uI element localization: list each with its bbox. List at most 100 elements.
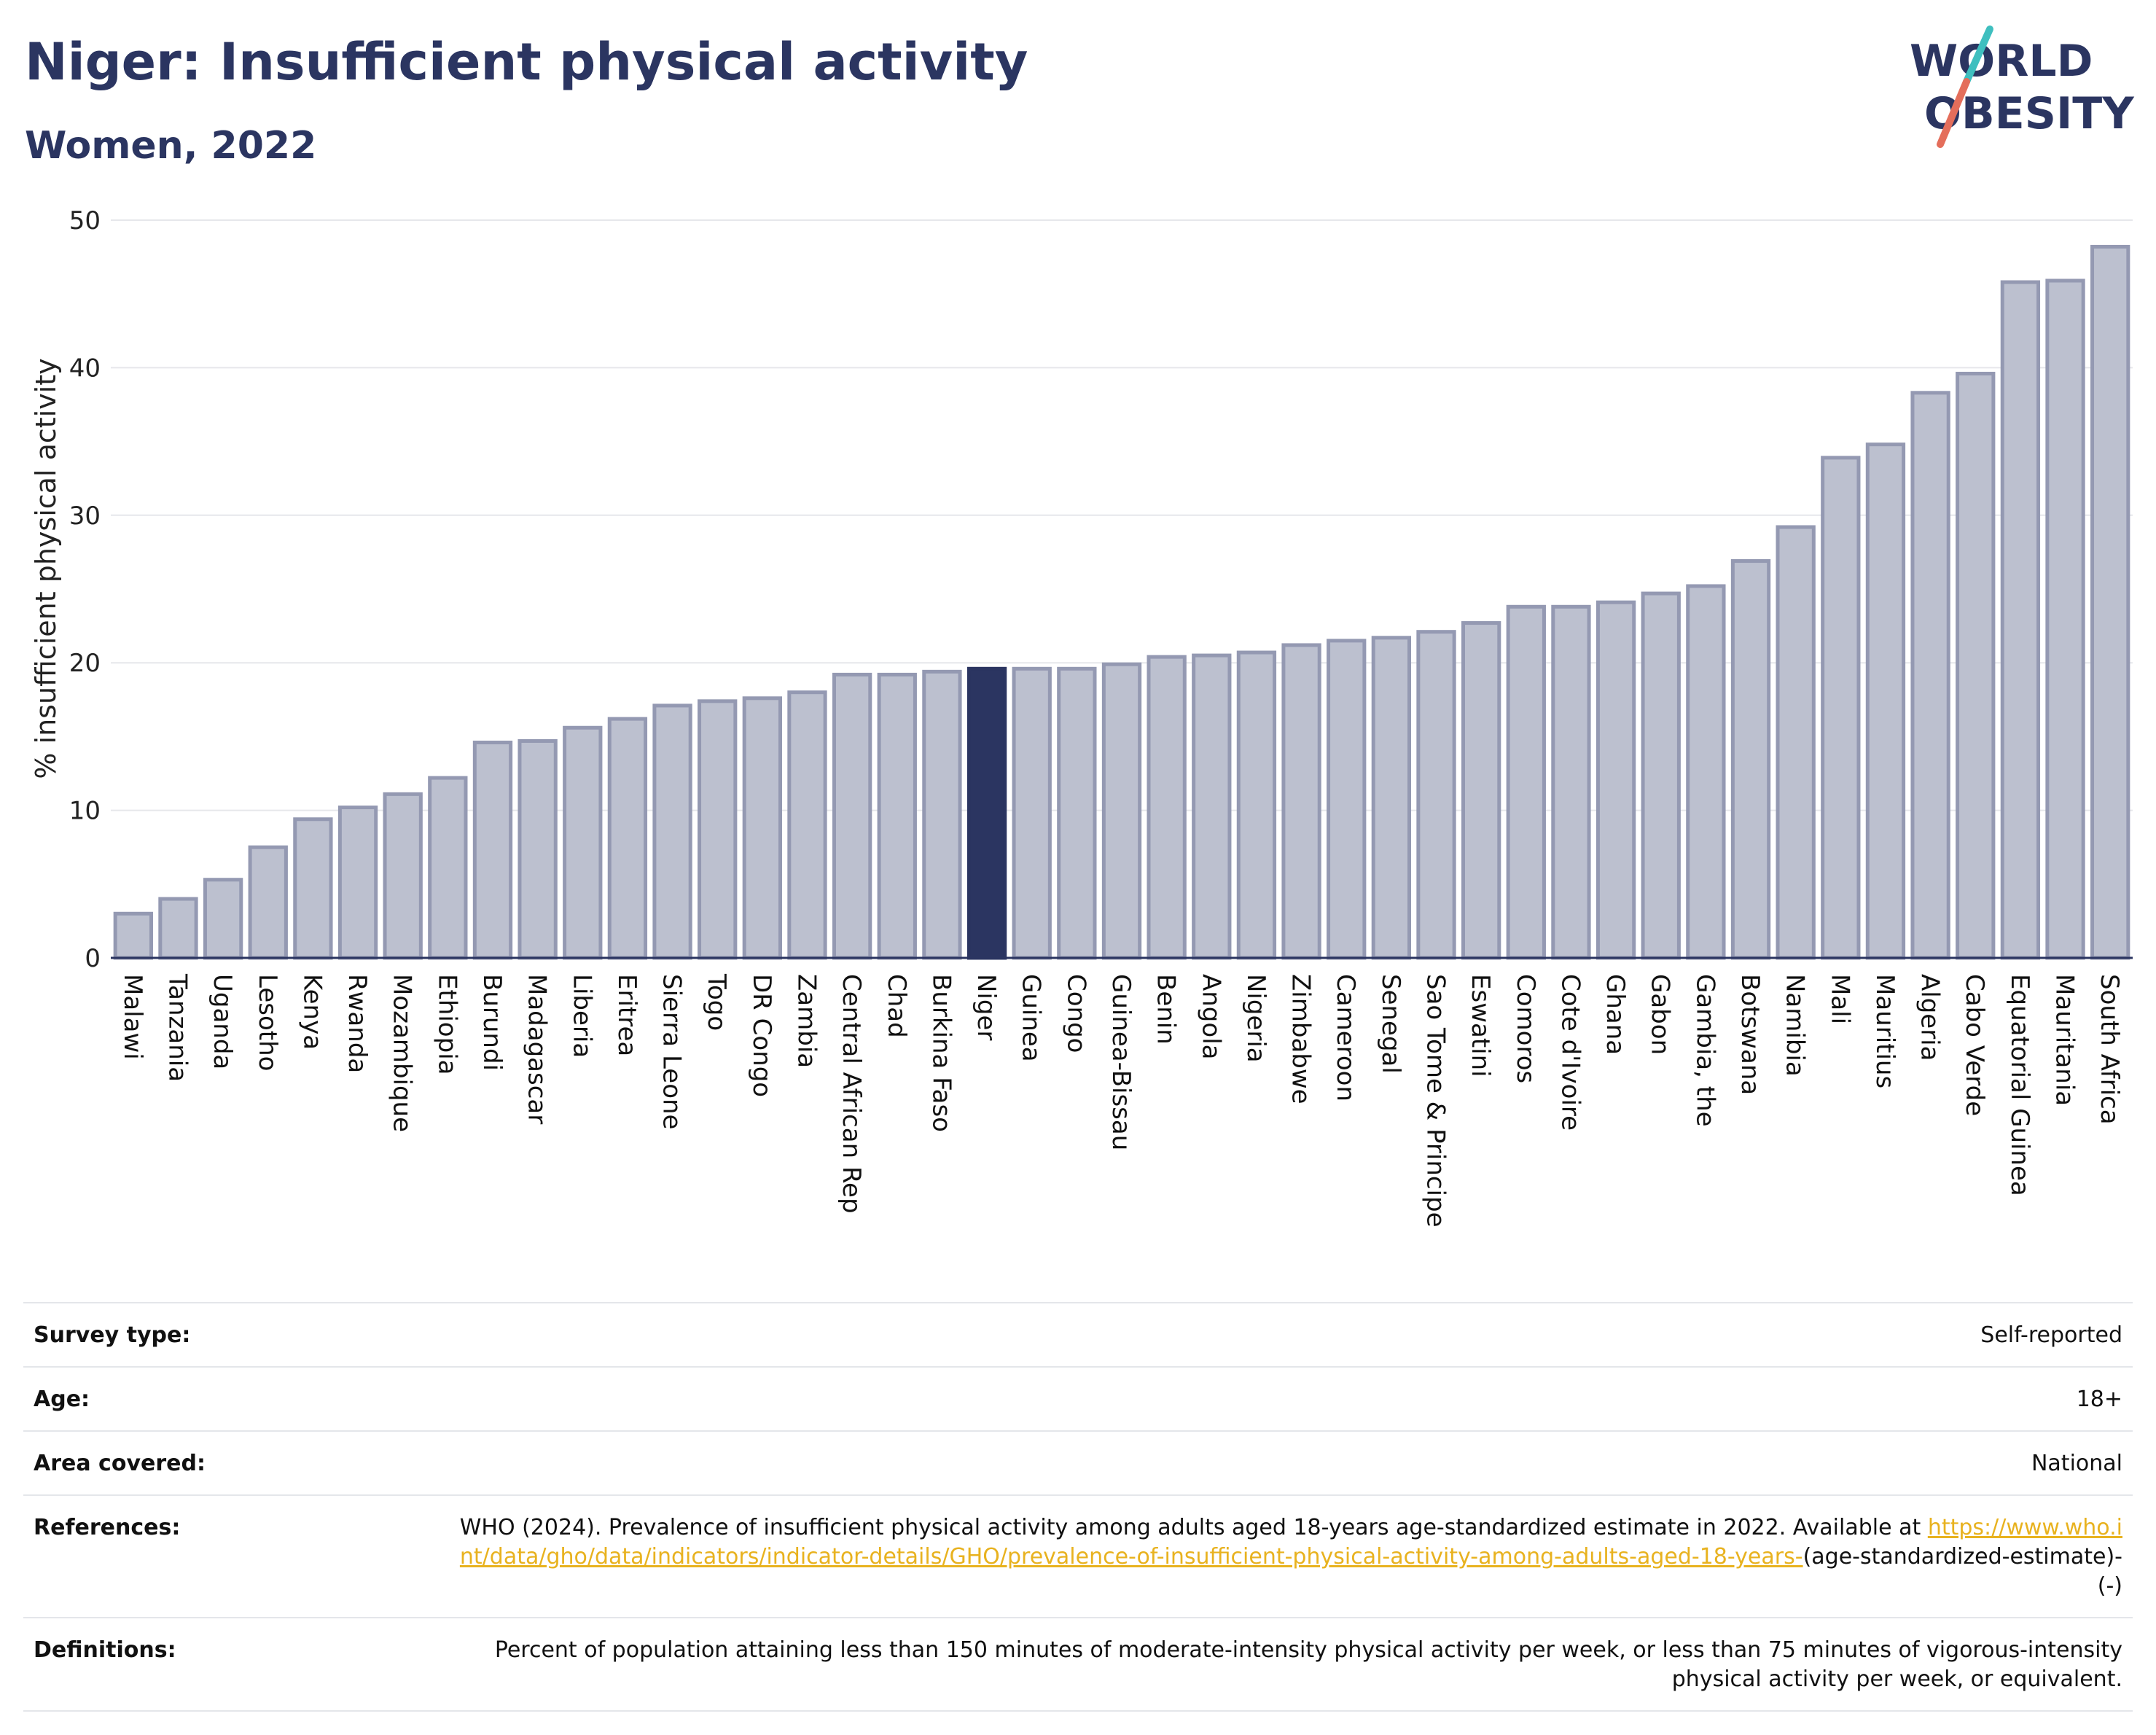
x-tick-label: Cameroon xyxy=(1331,974,1360,1102)
x-tick-label: Burundi xyxy=(477,974,507,1071)
bar-niger xyxy=(966,666,1007,960)
bar-senegal xyxy=(1371,636,1412,960)
area-covered-label: Area covered: xyxy=(34,1451,206,1476)
x-tick-label: Uganda xyxy=(208,974,237,1069)
x-tick-label: Rwanda xyxy=(343,974,372,1073)
bar-mozambique xyxy=(383,792,423,960)
bar-rwanda xyxy=(337,806,378,960)
x-tick-label: Benin xyxy=(1152,974,1181,1045)
x-tick-label: Mali xyxy=(1825,974,1854,1024)
x-tick-label: DR Congo xyxy=(747,974,776,1097)
x-tick-label: Nigeria xyxy=(1241,974,1270,1063)
info-row-definitions: Definitions: Percent of population attai… xyxy=(23,1618,2133,1712)
bar-madagascar xyxy=(517,738,558,960)
bar-burundi xyxy=(472,740,513,960)
x-tick-label: Central African Rep xyxy=(837,974,866,1214)
age-label: Age: xyxy=(34,1387,90,1412)
page-title: Niger: Insufficient physical activity xyxy=(25,32,1028,92)
bar-ghana xyxy=(1595,600,1636,960)
x-tick-label: Sao Tome & Principe xyxy=(1421,974,1450,1228)
bar-mauritius xyxy=(1865,442,1906,960)
bar-togo xyxy=(698,699,738,960)
bar-burkina-faso xyxy=(922,669,962,960)
bar-nigeria xyxy=(1236,650,1277,960)
bar-benin xyxy=(1147,655,1187,960)
x-tick-label: Zambia xyxy=(792,974,821,1068)
references-value: WHO (2024). Prevalence of insufficient p… xyxy=(446,1513,2122,1601)
bar-eritrea xyxy=(607,717,648,960)
x-tick-label: Namibia xyxy=(1781,974,1810,1077)
references-label: References: xyxy=(34,1515,181,1540)
survey-type-value: Self-reported xyxy=(1980,1322,2122,1348)
area-covered-value: National xyxy=(2031,1451,2122,1476)
bar-chad xyxy=(877,672,917,960)
y-tick-label: 40 xyxy=(69,354,101,383)
bar-lesotho xyxy=(248,845,288,960)
y-axis-title: % insufficient physical activity xyxy=(30,358,62,779)
info-row-age: Age: 18+ xyxy=(23,1368,2133,1432)
x-tick-label: Gambia, the xyxy=(1690,974,1719,1127)
x-tick-label: Senegal xyxy=(1376,974,1405,1074)
x-tick-label: Mauritius xyxy=(1870,974,1899,1088)
bar-malawi xyxy=(113,911,153,960)
references-link[interactable]: https://www.who.int/data/gho/data/indica… xyxy=(459,1515,2122,1570)
world-obesity-logo: WORLD OBESITY xyxy=(1910,26,2135,148)
x-tick-label: Botswana xyxy=(1735,974,1765,1095)
references-text: WHO (2024). Prevalence of insufficient p… xyxy=(459,1515,1921,1540)
x-tick-label: Congo xyxy=(1061,974,1090,1053)
x-tick-label: Tanzania xyxy=(163,973,192,1082)
bar-cameroon xyxy=(1327,639,1367,960)
bar-gambia-the xyxy=(1686,584,1726,960)
bar-tanzania xyxy=(158,897,198,960)
x-tick-label: Guinea-Bissau xyxy=(1106,974,1136,1150)
x-tick-label: Niger xyxy=(972,974,1001,1040)
bar-equatorial-guinea xyxy=(2000,280,2041,960)
info-row-area-covered: Area covered: National xyxy=(23,1432,2133,1496)
x-tick-label: Cote d'Ivoire xyxy=(1555,974,1585,1131)
x-tick-label: Eritrea xyxy=(612,974,641,1056)
info-row-references: References: WHO (2024). Prevalence of in… xyxy=(23,1496,2133,1618)
y-tick-label: 0 xyxy=(85,944,101,973)
bar-dr-congo xyxy=(742,696,783,960)
bar-comoros xyxy=(1506,604,1546,960)
y-tick-label: 50 xyxy=(69,206,101,235)
bar-algeria xyxy=(1910,391,1950,960)
x-tick-label: Malawi xyxy=(118,974,147,1060)
x-tick-label: Ghana xyxy=(1601,974,1630,1055)
info-table: Survey type: Self-reported Age: 18+ Area… xyxy=(23,1302,2133,1712)
x-tick-label: Togo xyxy=(702,973,731,1031)
bar-gabon xyxy=(1641,591,1681,960)
bar-south-africa xyxy=(2090,244,2130,960)
bar-congo xyxy=(1057,666,1097,960)
x-tick-label: Comoros xyxy=(1511,974,1540,1083)
bar-sierra-leone xyxy=(652,703,692,960)
x-tick-label: Angola xyxy=(1196,974,1225,1059)
bar-ethiopia xyxy=(428,776,468,960)
references-suffix: (age-standardized-estimate)-(-) xyxy=(1802,1544,2122,1599)
x-tick-label: Gabon xyxy=(1646,974,1675,1055)
x-tick-label: Sierra Leone xyxy=(657,974,687,1129)
logo-slash-bottom-icon xyxy=(1937,78,1970,148)
bar-mali xyxy=(1821,456,1861,960)
definitions-value: Percent of population attaining less tha… xyxy=(494,1637,2122,1692)
info-row-survey-type: Survey type: Self-reported xyxy=(23,1303,2133,1368)
x-tick-label: Mozambique xyxy=(388,974,417,1132)
bar-liberia xyxy=(563,725,603,960)
survey-type-label: Survey type: xyxy=(34,1322,191,1348)
x-tick-label: Equatorial Guinea xyxy=(2005,974,2034,1196)
bar-chart: 0 10 20 30 40 50 Malawi Tanzania Uganda Lesotho Ke… xyxy=(30,206,2133,1228)
x-tick-label: Cabo Verde xyxy=(1960,974,1989,1116)
bar-mauritania xyxy=(2045,278,2085,960)
x-tick-label: Guinea xyxy=(1017,974,1046,1062)
page-subtitle: Women, 2022 xyxy=(25,124,317,168)
x-tick-label: Chad xyxy=(882,974,911,1038)
bar-kenya xyxy=(293,817,333,960)
bar-zambia xyxy=(787,690,827,960)
logo-slash-top-icon xyxy=(1963,26,1993,85)
bar-namibia xyxy=(1776,525,1816,960)
x-tick-label: Liberia xyxy=(567,974,596,1058)
logo-line1: WORLD xyxy=(1910,36,2093,87)
y-tick-label: 30 xyxy=(69,502,101,531)
x-tick-label: Algeria xyxy=(1915,974,1945,1061)
bar-uganda xyxy=(203,878,243,960)
